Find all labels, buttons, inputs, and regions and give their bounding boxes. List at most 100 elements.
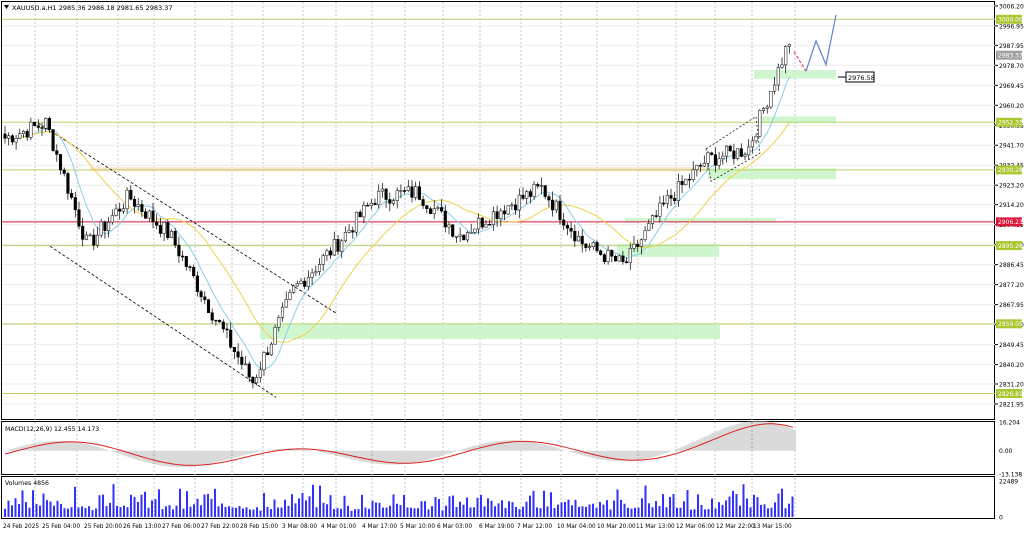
candle-body — [177, 244, 181, 257]
candle-body — [506, 205, 510, 215]
time-label: 10 Mar 20:00 — [597, 524, 636, 530]
candle-body — [591, 242, 595, 248]
candle-body — [251, 376, 255, 384]
price-pane[interactable] — [1, 1, 995, 420]
time-axis: 24 Feb 2025 25 Feb 04:00 25 Feb 20:00 26 Fe… — [3, 524, 792, 530]
candle-body — [107, 221, 111, 231]
price-tick-label: 2987.95 — [999, 43, 1024, 50]
candle-body — [3, 133, 7, 139]
volume-pane[interactable] — [1, 476, 995, 519]
price-label[interactable]: 2976.58 — [838, 71, 875, 83]
candle-body — [391, 200, 396, 204]
candle-body — [380, 188, 384, 192]
candle-body — [362, 205, 366, 218]
candle-body — [499, 210, 503, 219]
price-badge-label: 2826.81 — [998, 391, 1023, 398]
price-level-badges: 3000.00 2983.37 2952.33 2930.28 2906.23 2895.… — [996, 14, 1023, 398]
candle-body — [229, 329, 233, 348]
time-label: 6 Mar 03:00 — [437, 524, 472, 530]
candle-body — [136, 204, 140, 207]
candle-body — [384, 188, 388, 200]
candle-body — [358, 211, 362, 218]
demand-zone — [625, 218, 776, 223]
candle-body — [218, 319, 222, 323]
candle-body — [750, 140, 754, 148]
candle-body — [428, 208, 433, 214]
price-tick-label: 2821.95 — [999, 401, 1024, 408]
candle-body — [440, 207, 444, 212]
candle-body — [565, 224, 569, 229]
time-label: 26 Feb 13:00 — [123, 524, 161, 530]
candle-body — [203, 296, 207, 300]
triangle-down-icon[interactable] — [4, 5, 9, 9]
candle-body — [728, 145, 732, 152]
candle-body — [458, 234, 462, 237]
candle-body — [29, 121, 33, 138]
candle-body — [377, 190, 381, 206]
candle-body — [454, 236, 458, 238]
candle-body — [691, 169, 695, 180]
candle-body — [299, 280, 303, 284]
candlestick-series — [3, 43, 791, 389]
price-badge-label: 2983.37 — [998, 53, 1023, 60]
candle-body — [10, 135, 14, 143]
candle-body — [40, 127, 44, 129]
time-label: 10 Mar 04:00 — [557, 524, 596, 530]
candle-body — [351, 230, 355, 233]
price-tick-label: 2840.20 — [999, 362, 1024, 369]
candle-body — [765, 106, 769, 109]
candle-body — [576, 235, 581, 242]
candle-body — [421, 199, 425, 206]
candle-body — [643, 230, 647, 240]
candle-body — [21, 130, 26, 134]
time-label: 4 Mar 17:00 — [362, 524, 397, 530]
candle-body — [617, 255, 621, 262]
candle-body — [36, 125, 40, 128]
candle-body — [303, 280, 307, 287]
candle-body — [551, 199, 555, 211]
volume-tick-label: 22489 — [999, 479, 1018, 486]
candle-body — [280, 306, 285, 318]
price-badge — [996, 50, 1022, 60]
candle-body — [436, 207, 440, 209]
candle-body — [66, 173, 70, 194]
candle-body — [761, 108, 766, 111]
candle-body — [70, 193, 74, 198]
candle-body — [521, 194, 525, 199]
candle-body — [610, 249, 614, 257]
price-badge — [996, 217, 1022, 227]
candle-body — [465, 232, 470, 241]
candle-body — [236, 351, 240, 358]
candle-body — [147, 210, 151, 219]
candle-body — [517, 194, 521, 211]
price-tick-label: 2960.20 — [999, 103, 1024, 110]
price-badge — [996, 14, 1022, 24]
price-tick-label: 2996.95 — [999, 23, 1024, 30]
price-badge — [996, 319, 1022, 329]
time-label: 12 Mar 06:00 — [676, 524, 715, 530]
candle-body — [158, 225, 162, 234]
candle-body — [447, 224, 451, 228]
candle-body — [240, 356, 244, 365]
time-label: 25 Feb 20:00 — [84, 524, 122, 530]
candle-body — [621, 255, 625, 263]
candle-body — [262, 352, 266, 370]
time-label: 11 Mar 13:00 — [636, 524, 675, 530]
candle-body — [258, 369, 262, 378]
candle-body — [73, 197, 77, 211]
candle-body — [33, 121, 37, 126]
price-tick-label: 2877.20 — [999, 282, 1024, 289]
volume-axis: 22489 0 — [999, 479, 1018, 522]
macd-pane[interactable] — [1, 421, 995, 475]
candle-body — [144, 211, 148, 219]
candle-body — [325, 250, 329, 256]
trend-channel — [37, 115, 761, 398]
candle-body — [195, 275, 199, 292]
candle-body — [595, 242, 599, 252]
price-badge — [996, 388, 1022, 398]
candle-body — [206, 299, 211, 313]
candle-body — [491, 211, 495, 226]
candle-body — [469, 232, 473, 234]
candle-body — [680, 181, 684, 185]
